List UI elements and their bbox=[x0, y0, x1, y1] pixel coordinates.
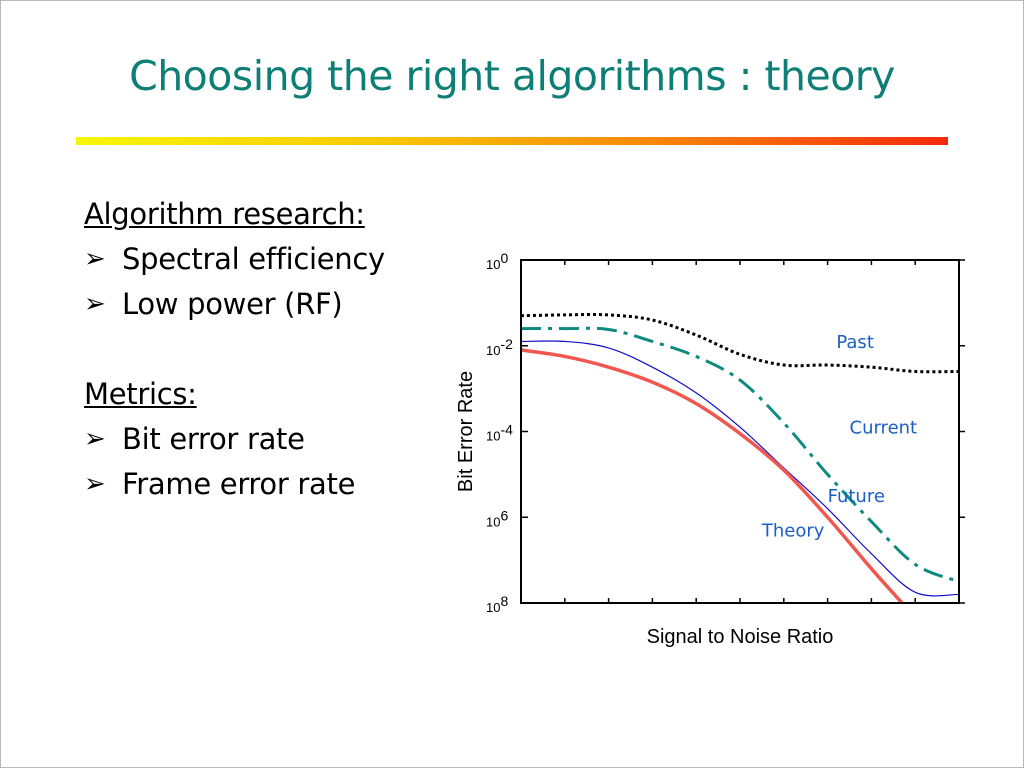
arrowhead-bullet-icon: ➢ bbox=[84, 424, 106, 454]
y-tick-exponent: -4 bbox=[500, 422, 513, 438]
y-axis-label: Bit Error Rate bbox=[455, 371, 477, 492]
series-annotation-past: Past bbox=[836, 332, 874, 353]
x-axis-label: Signal to Noise Ratio bbox=[647, 626, 834, 648]
slide-title: Choosing the right algorithms : theory bbox=[129, 52, 895, 100]
series-line-current bbox=[521, 326, 959, 583]
y-tick-base: 10 bbox=[486, 429, 500, 444]
arrowhead-bullet-icon: ➢ bbox=[84, 469, 106, 499]
y-tick-label: 100 bbox=[486, 250, 508, 272]
y-tick-base: 10 bbox=[486, 514, 500, 529]
y-tick-exponent: 8 bbox=[500, 593, 508, 609]
y-tick-exponent: -2 bbox=[500, 336, 513, 352]
y-tick-label: 108 bbox=[486, 593, 508, 615]
series-line-theory bbox=[521, 348, 904, 603]
bullet-label: Spectral efficiency bbox=[122, 242, 385, 276]
section-heading-metrics: Metrics: bbox=[84, 377, 197, 411]
section-heading-algorithm-research: Algorithm research: bbox=[84, 197, 365, 231]
title-gradient-rule bbox=[76, 137, 948, 145]
y-tick-label: 10-2 bbox=[486, 336, 513, 358]
bullet-item: ➢ Low power (RF) bbox=[84, 282, 385, 327]
bullet-label: Frame error rate bbox=[122, 467, 356, 501]
chart-marks bbox=[521, 312, 959, 603]
y-tick-base: 10 bbox=[486, 257, 500, 272]
x-ticks bbox=[564, 260, 916, 603]
series-annotation-future: Future bbox=[828, 486, 885, 507]
series-annotation-theory: Theory bbox=[761, 521, 825, 542]
y-tick-exponent: 6 bbox=[500, 507, 508, 523]
y-tick-label: 106 bbox=[486, 507, 508, 529]
y-tick-base: 10 bbox=[486, 600, 500, 615]
bullet-item: ➢ Frame error rate bbox=[84, 462, 385, 507]
y-tick-base: 10 bbox=[486, 343, 500, 358]
arrowhead-bullet-icon: ➢ bbox=[84, 289, 106, 319]
y-tick-label: 10-4 bbox=[486, 422, 513, 444]
series-annotation-current: Current bbox=[850, 418, 918, 439]
bullet-item: ➢ Spectral efficiency bbox=[84, 237, 385, 282]
series-line-future bbox=[521, 340, 959, 597]
bullet-label: Low power (RF) bbox=[122, 287, 343, 321]
y-tick-exponent: 0 bbox=[500, 250, 508, 266]
series-line-past bbox=[521, 312, 959, 374]
bullet-item: ➢ Bit error rate bbox=[84, 417, 385, 462]
arrowhead-bullet-icon: ➢ bbox=[84, 244, 106, 274]
bullet-label: Bit error rate bbox=[122, 422, 305, 456]
bullet-text-block: Algorithm research: ➢ Spectral efficiency… bbox=[84, 192, 385, 507]
